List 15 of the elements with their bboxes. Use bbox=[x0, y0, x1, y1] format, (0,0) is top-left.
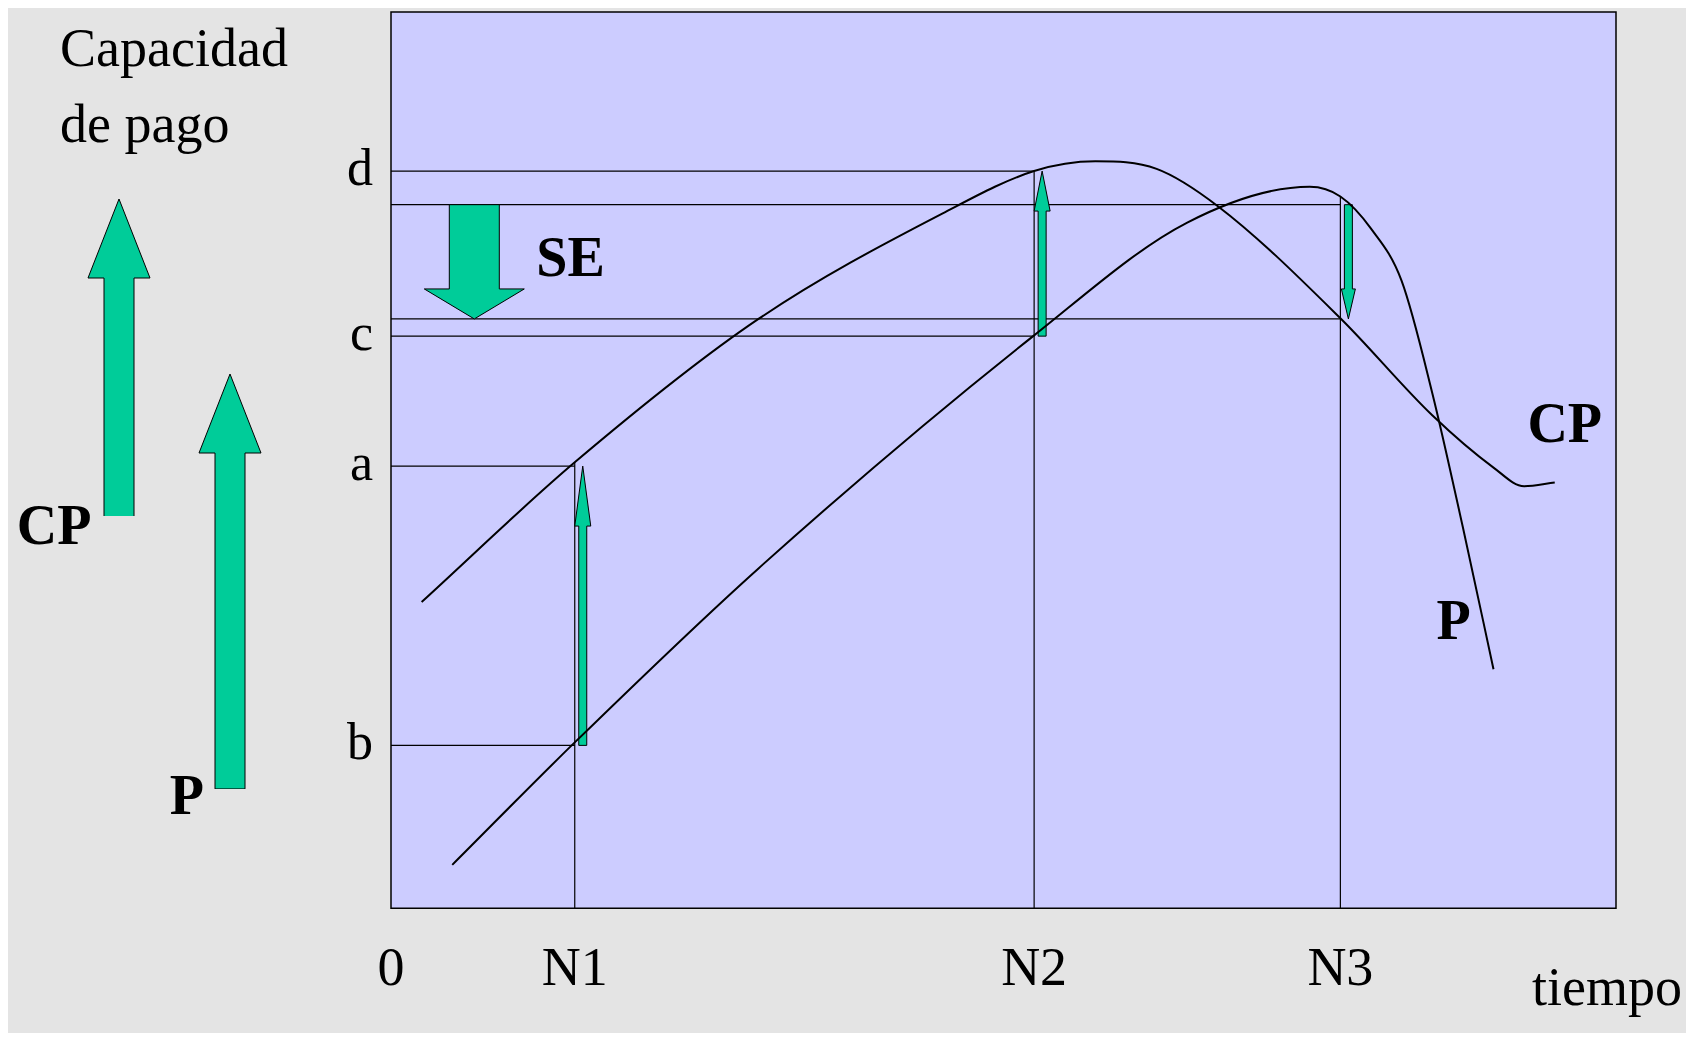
series-label: P bbox=[1436, 588, 1471, 651]
ref-line-label: a bbox=[349, 433, 373, 491]
x-axis-title: tiempo bbox=[1532, 957, 1682, 1017]
y-axis-title: Capacidad de pago bbox=[60, 18, 288, 154]
ref-line-label: b bbox=[347, 713, 373, 771]
text: P bbox=[169, 763, 205, 826]
x-tick-label: N3 bbox=[1307, 936, 1374, 997]
annotation: SE bbox=[536, 226, 605, 289]
ref-line-label: c bbox=[349, 303, 373, 361]
series-label: CP bbox=[1527, 391, 1603, 454]
x-tick-label: 0 bbox=[377, 936, 405, 997]
x-tick-label: N1 bbox=[541, 936, 608, 997]
text: CP bbox=[16, 493, 92, 556]
ref-line-label: d bbox=[347, 138, 373, 196]
x-tick-label: N2 bbox=[1001, 936, 1068, 997]
